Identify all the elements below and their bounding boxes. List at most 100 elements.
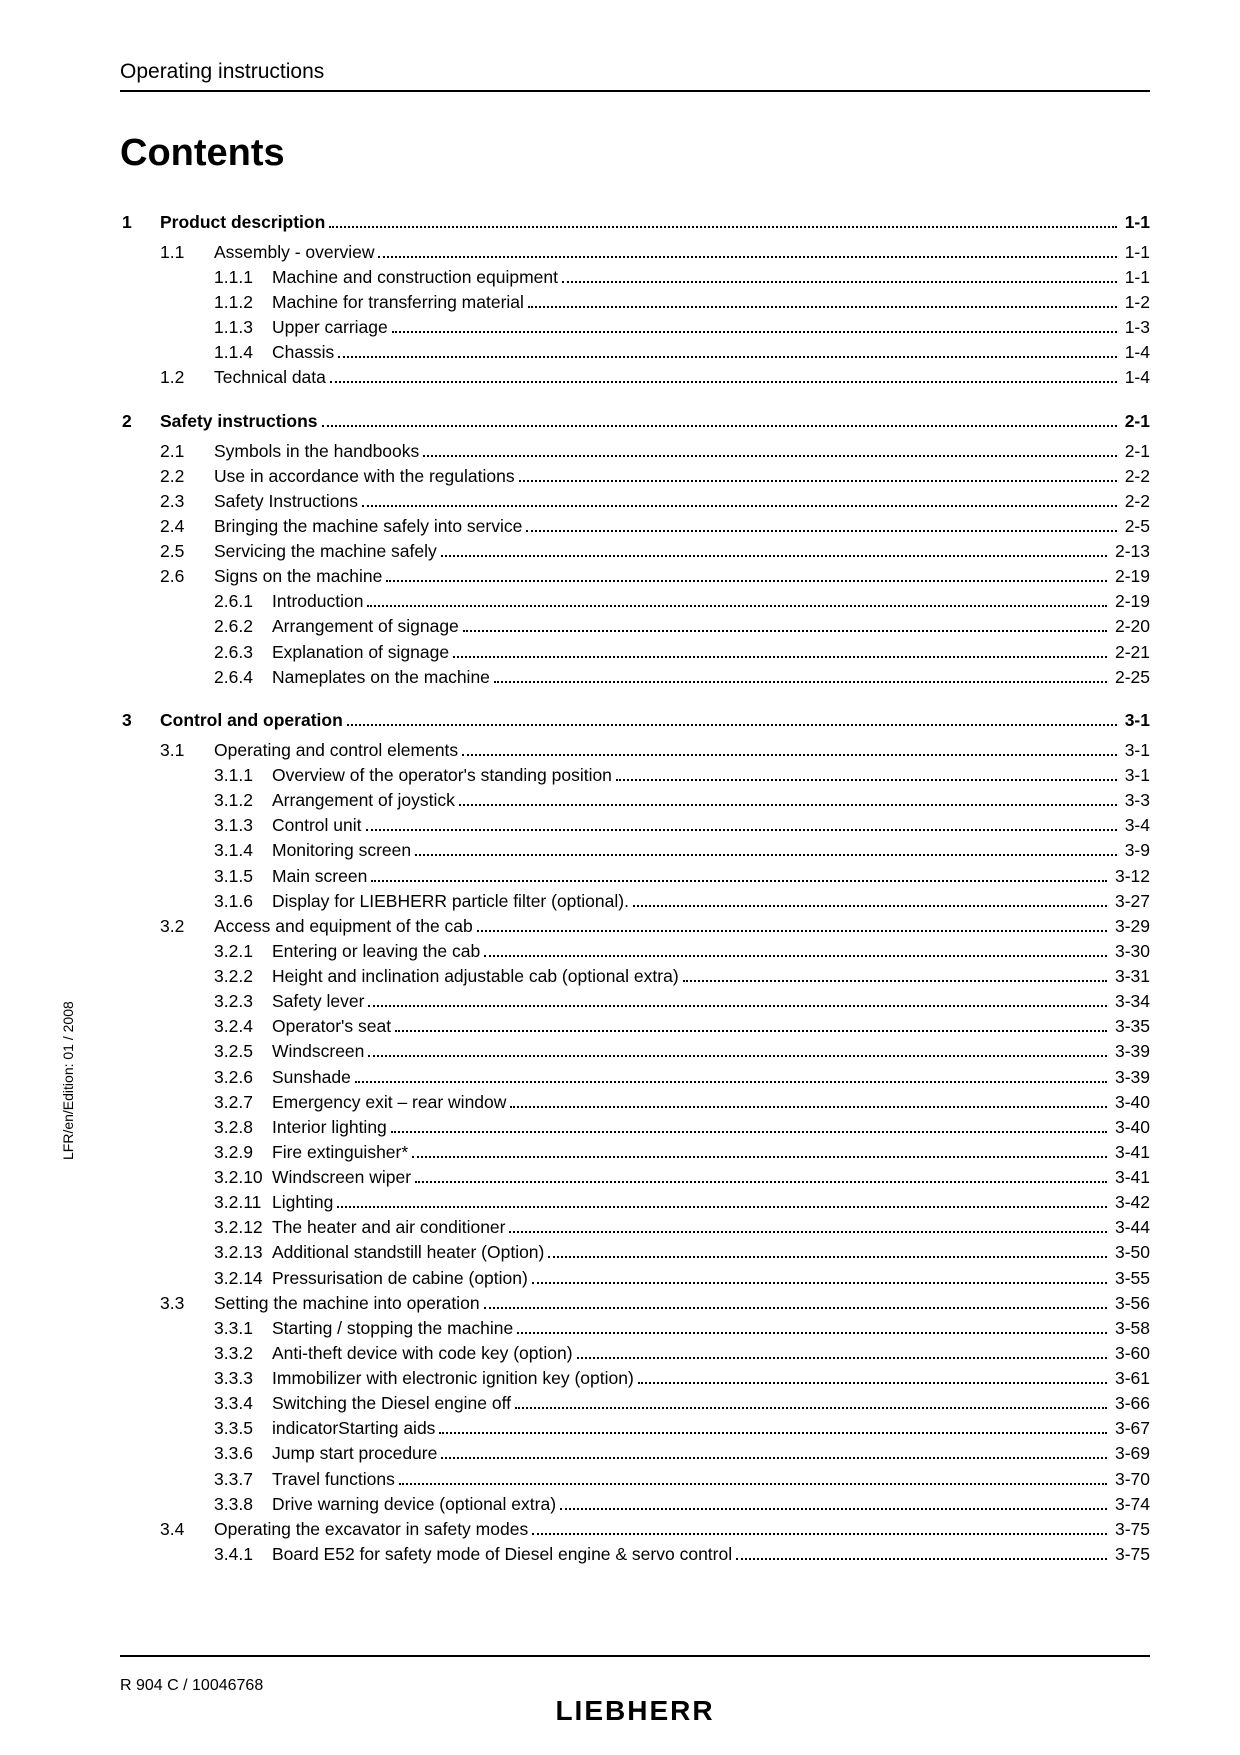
toc-num-col2: 2.4: [160, 515, 214, 539]
toc-num-col3: 3.2.12: [214, 1216, 272, 1240]
toc-entry-text: Lighting: [272, 1191, 333, 1215]
toc-page-number: 3-41: [1111, 1166, 1150, 1190]
toc-page-number: 3-29: [1111, 915, 1150, 939]
toc-row: 3.3.8Drive warning device (optional extr…: [122, 1493, 1150, 1517]
toc-num-col1: 1: [122, 211, 160, 235]
toc-entry-text: The heater and air conditioner: [272, 1216, 505, 1240]
toc-entry-text: Anti-theft device with code key (option): [272, 1342, 573, 1366]
toc-leader: [368, 1005, 1107, 1007]
toc-row: 2.1Symbols in the handbooks2-1: [122, 440, 1150, 464]
toc-leader: [415, 854, 1117, 856]
toc-page-number: 2-19: [1111, 590, 1150, 614]
toc-leader: [366, 829, 1117, 831]
toc-leader: [510, 1106, 1107, 1108]
toc-entry-text: Explanation of signage: [272, 641, 449, 665]
toc-leader: [517, 1332, 1107, 1334]
toc-page-number: 1-4: [1121, 366, 1150, 390]
toc-row: 3.2.2Height and inclination adjustable c…: [122, 965, 1150, 989]
toc-leader: [378, 256, 1116, 258]
toc-num-col3: 3.2.2: [214, 965, 272, 989]
toc-page-number: 3-27: [1111, 890, 1150, 914]
toc-leader: [560, 1508, 1107, 1510]
toc-page-number: 1-1: [1121, 241, 1150, 265]
toc-leader: [683, 980, 1107, 982]
toc-leader: [441, 1457, 1107, 1459]
toc-leader: [322, 425, 1117, 427]
toc-num-col2: 3.4: [160, 1518, 214, 1542]
toc-row: 1.1Assembly - overview 1-1: [122, 241, 1150, 265]
toc-entry-text: Safety Instructions: [214, 490, 358, 514]
toc-entry-text: Bringing the machine safely into service: [214, 515, 522, 539]
toc-entry-text: Operating and control elements: [214, 739, 458, 763]
toc-num-col3: 3.1.3: [214, 814, 272, 838]
page-title: Contents: [120, 132, 1150, 175]
toc-entry-text: Setting the machine into operation: [214, 1292, 480, 1316]
toc-entry-text: Introduction: [272, 590, 363, 614]
toc-num-col3: 3.3.3: [214, 1367, 272, 1391]
toc-page-number: 1-4: [1121, 341, 1150, 365]
toc-entry-text: Sunshade: [272, 1066, 351, 1090]
toc-num-col3: 3.2.8: [214, 1116, 272, 1140]
toc-entry-text: Starting / stopping the machine: [272, 1317, 513, 1341]
toc-entry-text: Additional standstill heater (Option): [272, 1241, 544, 1265]
toc-page-number: 2-1: [1121, 440, 1150, 464]
toc-row: 3.1.4Monitoring screen3-9: [122, 839, 1150, 863]
side-edition-text: LFR/en/Edition: 01 / 2008: [60, 1001, 76, 1160]
toc-num-col3: 3.1.5: [214, 865, 272, 889]
toc-page-number: 3-75: [1111, 1518, 1150, 1542]
toc-num-col3: 3.2.6: [214, 1066, 272, 1090]
toc-page-number: 2-2: [1121, 465, 1150, 489]
toc-entry-text: Servicing the machine safely: [214, 540, 437, 564]
toc-entry-text: Monitoring screen: [272, 839, 411, 863]
toc-entry-text: Nameplates on the machine: [272, 666, 490, 690]
toc-page-number: 3-41: [1111, 1141, 1150, 1165]
toc-leader: [347, 724, 1117, 726]
toc-row: 2.6.1Introduction2-19: [122, 590, 1150, 614]
toc-page-number: 3-1: [1121, 709, 1150, 733]
toc-num-col3: 3.3.2: [214, 1342, 272, 1366]
toc-num-col3: 2.6.2: [214, 615, 272, 639]
toc-num-col3: 3.1.4: [214, 839, 272, 863]
toc-entry-text: Assembly - overview: [214, 241, 374, 265]
toc-page-number: 3-1: [1121, 739, 1150, 763]
toc-entry-text: indicatorStarting aids: [272, 1417, 435, 1441]
toc-num-col3: 3.2.11: [214, 1191, 272, 1215]
toc-page-number: 3-42: [1111, 1191, 1150, 1215]
toc-leader: [368, 1055, 1107, 1057]
toc-row: 3.2.4Operator's seat3-35: [122, 1015, 1150, 1039]
toc-leader: [441, 555, 1107, 557]
toc-leader: [329, 226, 1116, 228]
toc-page-number: 2-25: [1111, 666, 1150, 690]
toc-page-number: 2-1: [1121, 410, 1150, 434]
toc-num-col3: 2.6.4: [214, 666, 272, 690]
brand-logo: LIEBHERR: [555, 1695, 714, 1727]
toc-leader: [367, 605, 1107, 607]
toc-leader: [337, 1206, 1107, 1208]
toc-num-col3: 3.2.1: [214, 940, 272, 964]
toc-leader: [338, 356, 1116, 358]
toc-num-col3: 1.1.4: [214, 341, 272, 365]
toc-entry-text: Control and operation: [160, 709, 343, 733]
toc-page-number: 3-69: [1111, 1442, 1150, 1466]
toc-entry-text: Display for LIEBHERR particle filter (op…: [272, 890, 629, 914]
toc-row: 1.1.3Upper carriage1-3: [122, 316, 1150, 340]
toc-row: 2.6.3Explanation of signage2-21: [122, 641, 1150, 665]
toc-page-number: 3-66: [1111, 1392, 1150, 1416]
toc-row: 3.2.1Entering or leaving the cab3-30: [122, 940, 1150, 964]
toc-num-col3: 3.2.7: [214, 1091, 272, 1115]
toc-row: 3.3.4Switching the Diesel engine off3-66: [122, 1392, 1150, 1416]
toc-leader: [562, 281, 1117, 283]
toc-page-number: 3-67: [1111, 1417, 1150, 1441]
toc-row: 1.1.4Chassis1-4: [122, 341, 1150, 365]
toc-entry-text: Windscreen: [272, 1040, 364, 1064]
toc-num-col3: 2.6.3: [214, 641, 272, 665]
toc-leader: [371, 880, 1107, 882]
toc-num-col2: 1.1: [160, 241, 214, 265]
toc-entry-text: Emergency exit – rear window: [272, 1091, 506, 1115]
toc-row: 3.2.12The heater and air conditioner3-44: [122, 1216, 1150, 1240]
toc-row: 3.3.6Jump start procedure3-69: [122, 1442, 1150, 1466]
toc-row: 3.4.1Board E52 for safety mode of Diesel…: [122, 1543, 1150, 1567]
toc-page-number: 3-61: [1111, 1367, 1150, 1391]
toc-entry-text: Safety instructions: [160, 410, 318, 434]
toc-page-number: 1-1: [1121, 211, 1150, 235]
